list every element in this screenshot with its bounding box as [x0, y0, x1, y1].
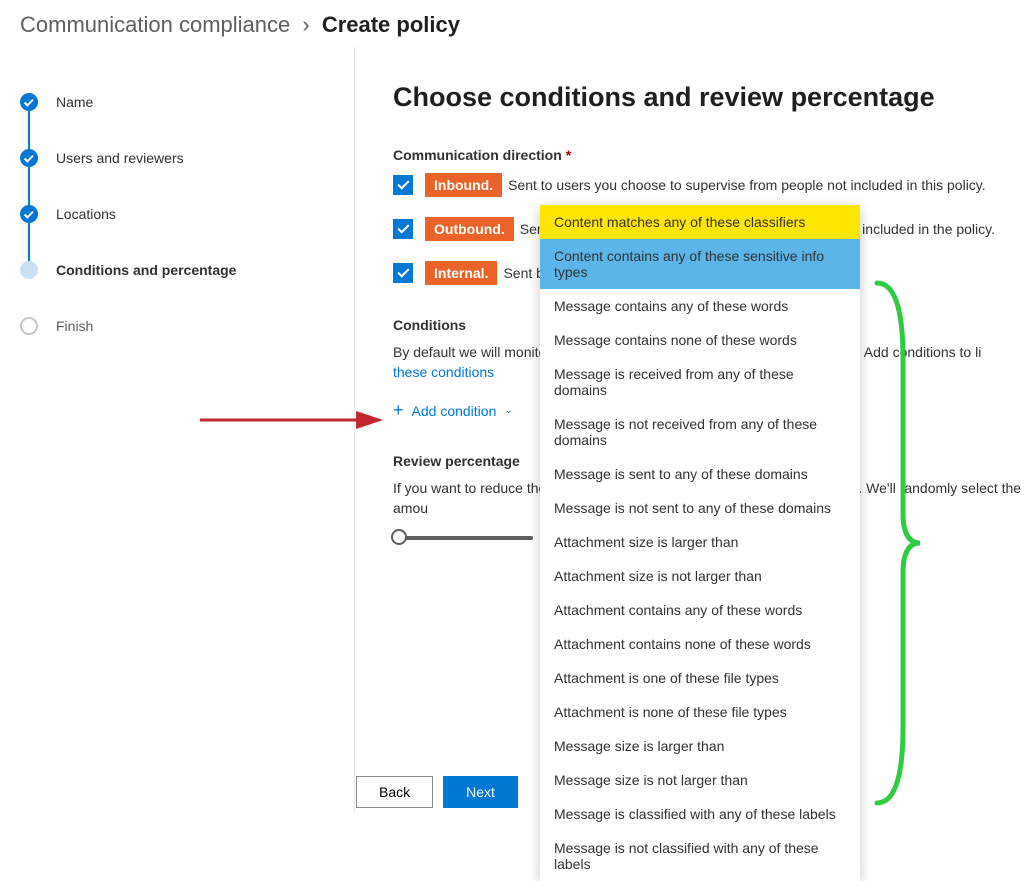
wizard-steps: Name Users and reviewers Locations Conditio…: [0, 46, 355, 812]
step-label: Conditions and percentage: [56, 262, 236, 278]
step-conditions-and-percentage[interactable]: Conditions and percentage: [20, 244, 334, 296]
chevron-down-icon: ⌄: [504, 405, 512, 416]
required-star-icon: *: [566, 147, 571, 163]
checkbox-icon[interactable]: [393, 219, 413, 239]
dropdown-item[interactable]: Message is classified with any of these …: [540, 797, 860, 831]
dropdown-item[interactable]: Attachment contains any of these words: [540, 593, 860, 627]
breadcrumb-parent[interactable]: Communication compliance: [20, 12, 290, 37]
dropdown-item[interactable]: Attachment is one of these file types: [540, 661, 860, 695]
next-button[interactable]: Next: [443, 776, 518, 808]
dropdown-item[interactable]: Message is not sent to any of these doma…: [540, 491, 860, 525]
add-condition-dropdown: Content matches any of these classifiers…: [540, 205, 860, 881]
step-dot-icon: [20, 261, 38, 279]
breadcrumb-current: Create policy: [322, 12, 460, 37]
dropdown-item[interactable]: Content contains any of these sensitive …: [540, 239, 860, 289]
checkbox-icon[interactable]: [393, 175, 413, 195]
section-direction-label: Communication direction *: [393, 147, 1024, 163]
slider-thumb-icon[interactable]: [391, 529, 407, 545]
step-connector: [28, 166, 30, 208]
step-connector: [28, 222, 30, 264]
dropdown-item[interactable]: Message is received from any of these do…: [540, 357, 860, 407]
step-dot-icon: [20, 205, 38, 223]
outbound-tag: Outbound.: [425, 217, 514, 241]
dropdown-item[interactable]: Attachment contains none of these words: [540, 627, 860, 661]
step-finish[interactable]: Finish: [20, 300, 334, 352]
dropdown-item[interactable]: Message size is not larger than: [540, 763, 860, 797]
step-label: Name: [56, 94, 93, 110]
step-label: Users and reviewers: [56, 150, 184, 166]
footer-buttons: Back Next: [356, 776, 518, 808]
breadcrumb: Communication compliance › Create policy: [0, 0, 1024, 46]
dropdown-item[interactable]: Attachment size is not larger than: [540, 559, 860, 593]
plus-icon: +: [393, 400, 404, 421]
checkbox-inbound-row[interactable]: Inbound. Sent to users you choose to sup…: [393, 173, 1024, 197]
dropdown-item[interactable]: Message contains none of these words: [540, 323, 860, 357]
slider-track[interactable]: [393, 536, 533, 540]
step-dot-icon: [20, 93, 38, 111]
conditions-link[interactable]: these conditions: [393, 364, 494, 380]
internal-tag: Internal.: [425, 261, 497, 285]
dropdown-item[interactable]: Content matches any of these classifiers: [540, 205, 860, 239]
step-dot-icon: [20, 317, 38, 335]
step-name[interactable]: Name: [20, 76, 334, 128]
inbound-tag: Inbound.: [425, 173, 502, 197]
step-users-and-reviewers[interactable]: Users and reviewers: [20, 132, 334, 184]
page-title: Choose conditions and review percentage: [393, 82, 1024, 113]
step-label: Locations: [56, 206, 116, 222]
dropdown-item[interactable]: Message contains any of these words: [540, 289, 860, 323]
step-connector: [28, 110, 30, 152]
chevron-right-icon: ›: [302, 12, 309, 37]
dropdown-item[interactable]: Attachment is none of these file types: [540, 695, 860, 729]
step-dot-icon: [20, 149, 38, 167]
inbound-desc: Sent to users you choose to supervise fr…: [508, 177, 986, 193]
dropdown-item[interactable]: Message is not received from any of thes…: [540, 407, 860, 457]
dropdown-item[interactable]: Message is sent to any of these domains: [540, 457, 860, 491]
add-condition-label: Add condition: [412, 403, 497, 419]
back-button[interactable]: Back: [356, 776, 433, 808]
checkbox-icon[interactable]: [393, 263, 413, 283]
step-label: Finish: [56, 318, 93, 334]
dropdown-item[interactable]: Message size is larger than: [540, 729, 860, 763]
step-locations[interactable]: Locations: [20, 188, 334, 240]
dropdown-item[interactable]: Message is not classified with any of th…: [540, 831, 860, 881]
dropdown-item[interactable]: Attachment size is larger than: [540, 525, 860, 559]
